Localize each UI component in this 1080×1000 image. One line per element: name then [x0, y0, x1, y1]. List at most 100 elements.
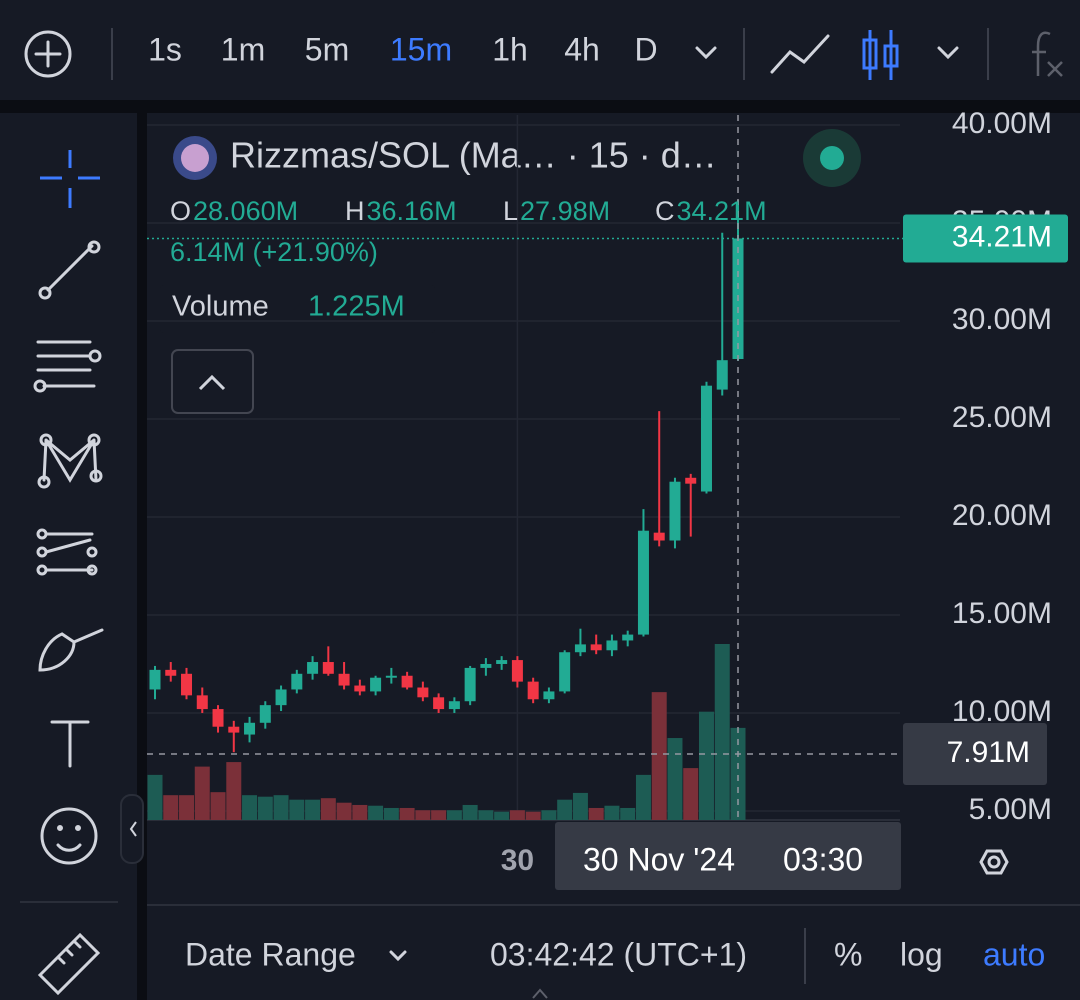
- candle-body: [511, 660, 523, 682]
- trendline-tool[interactable]: [38, 240, 101, 300]
- candle-body: [165, 669, 177, 676]
- ohlc-label: H: [345, 196, 365, 226]
- candle-body: [417, 687, 429, 698]
- settings-button[interactable]: [979, 849, 1009, 875]
- date-range-button[interactable]: Date Range: [185, 936, 356, 972]
- candle-body: [338, 673, 350, 686]
- crosshair-time-badge: [555, 822, 901, 890]
- market-status-dot: [820, 146, 844, 170]
- candle-body: [228, 726, 240, 733]
- candle-body: [574, 644, 586, 653]
- candle-body: [181, 673, 193, 696]
- volume-bar: [273, 795, 289, 820]
- expand-arrow[interactable]: [532, 988, 548, 999]
- candle-body: [716, 360, 728, 390]
- volume-bar: [305, 799, 321, 820]
- candle-body: [685, 477, 697, 484]
- interval-button[interactable]: 4h: [564, 31, 600, 67]
- volume-bar: [667, 738, 683, 820]
- symbol-avatar-inner: [181, 144, 209, 172]
- crosshair-tool[interactable]: [40, 150, 100, 208]
- interval-dropdown[interactable]: [695, 46, 717, 60]
- volume-bar: [730, 727, 746, 820]
- last-price-label: 34.21M: [952, 220, 1052, 253]
- volume-bar: [572, 792, 588, 820]
- candle-body: [527, 681, 539, 700]
- collapse-arrow: [129, 821, 137, 837]
- candle-body: [385, 675, 397, 678]
- y-tick-label: 40.00M: [952, 107, 1052, 140]
- clock[interactable]: 03:42:42 (UTC+1): [490, 936, 747, 972]
- percent-button[interactable]: %: [834, 936, 862, 972]
- candle-body: [496, 660, 508, 664]
- candle-body: [433, 697, 445, 710]
- candle-body: [606, 640, 618, 651]
- emoji-tool[interactable]: [40, 807, 98, 865]
- interval-button[interactable]: 15m: [390, 31, 452, 67]
- y-tick-label: 10.00M: [952, 695, 1052, 728]
- candle-body: [622, 634, 634, 641]
- ohlc-value: 36.16M: [367, 196, 457, 226]
- volume-bar: [289, 799, 305, 820]
- candle-body: [212, 709, 224, 727]
- volume-bar: [604, 805, 620, 820]
- volume-bar: [478, 810, 494, 820]
- collapse-legend[interactable]: [171, 349, 254, 414]
- change: 6.14M (+21.90%): [170, 237, 378, 267]
- candle-body: [464, 667, 476, 702]
- interval-button[interactable]: 1m: [221, 31, 265, 67]
- candle-body: [244, 722, 256, 735]
- pattern-tool[interactable]: [37, 433, 103, 489]
- volume-bar: [368, 805, 384, 820]
- text-tool[interactable]: [50, 720, 90, 768]
- candle-body: [543, 691, 555, 700]
- x-tick-label: 30: [501, 844, 534, 877]
- candle-body: [291, 673, 303, 690]
- volume-bar: [147, 774, 163, 820]
- candle-body: [370, 677, 382, 692]
- prediction-tool[interactable]: [36, 528, 98, 576]
- candle-body: [401, 675, 413, 688]
- y-tick-label: 20.00M: [952, 499, 1052, 532]
- volume-bar: [415, 810, 431, 820]
- candle-body: [354, 685, 366, 692]
- volume-bar: [525, 811, 541, 820]
- fib-tool[interactable]: [33, 340, 102, 393]
- interval-button[interactable]: 1h: [492, 31, 528, 67]
- auto-button[interactable]: auto: [983, 936, 1045, 972]
- y-tick-label: 15.00M: [952, 597, 1052, 630]
- volume-bar: [509, 810, 525, 820]
- crosshair-price-label: 7.91M: [947, 736, 1030, 769]
- interval-button[interactable]: 1s: [148, 31, 182, 67]
- candle-body: [149, 669, 161, 690]
- brush-tool[interactable]: [38, 628, 104, 672]
- volume-bar: [683, 768, 699, 820]
- line-chart-button[interactable]: [770, 34, 830, 74]
- candle-body: [322, 662, 334, 674]
- crosshair-price-badge: [903, 722, 1047, 785]
- symbol-title[interactable]: Rizzmas/SOL (Ma… · 15 · d…: [230, 135, 717, 176]
- interval-button[interactable]: D: [634, 31, 657, 67]
- volume-bar: [588, 807, 604, 820]
- candle-body: [590, 644, 602, 651]
- top-toolbar: [0, 0, 1080, 100]
- volume-bar: [714, 644, 730, 820]
- candle-chart-button[interactable]: [862, 30, 899, 80]
- volume-bar: [179, 795, 195, 820]
- volume-bar: [320, 798, 336, 820]
- interval-button[interactable]: 5m: [305, 31, 349, 67]
- volume-bar: [462, 804, 478, 820]
- log-button[interactable]: log: [900, 936, 943, 972]
- candle-body: [653, 532, 665, 541]
- ruler-tool[interactable]: [37, 932, 101, 996]
- candle-body: [700, 385, 712, 492]
- volume-bar: [257, 796, 273, 820]
- ohlc-value: 28.060M: [193, 196, 298, 226]
- add-symbol-button[interactable]: [24, 30, 72, 78]
- chart-type-dropdown[interactable]: [937, 46, 959, 60]
- ohlc-label: L: [503, 196, 518, 226]
- indicators-button[interactable]: [1032, 31, 1063, 77]
- ohlc-label: O: [170, 196, 191, 226]
- volume-bar: [194, 766, 210, 820]
